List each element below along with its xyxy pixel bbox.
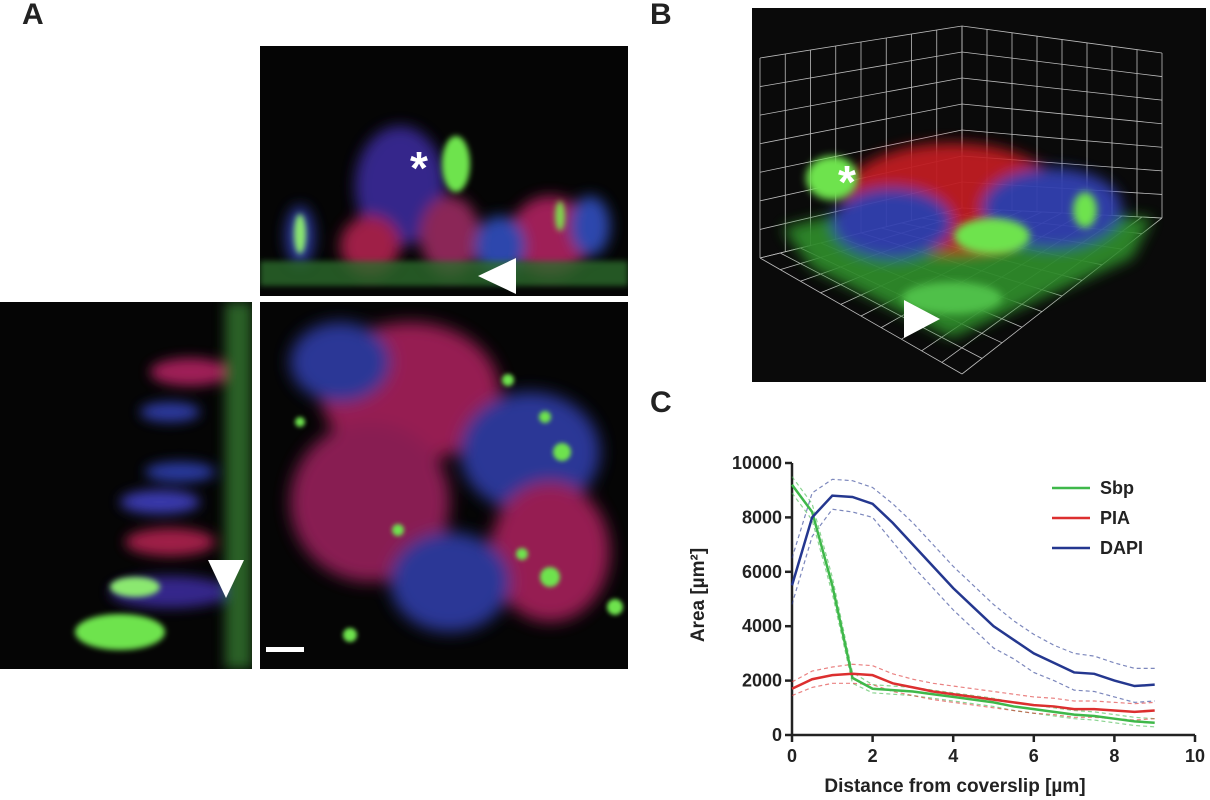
arrowhead-marker-3d bbox=[904, 300, 940, 338]
x-tick-label: 6 bbox=[1029, 746, 1039, 766]
xy-top-view-image bbox=[260, 302, 628, 669]
y-tick-label: 4000 bbox=[742, 616, 782, 636]
panel-label-c: C bbox=[650, 386, 672, 419]
pia-upper-bound bbox=[791, 663, 1155, 705]
sbp-legend-label: Sbp bbox=[1100, 478, 1134, 498]
dapi-legend-label: DAPI bbox=[1100, 538, 1143, 558]
y-tick-label: 6000 bbox=[742, 562, 782, 582]
scale-bar bbox=[266, 647, 304, 652]
y-axis-label: Area [µm²] bbox=[688, 548, 709, 642]
yz-side-view-render bbox=[75, 302, 252, 669]
xz-side-view-render: * bbox=[260, 126, 628, 294]
y-tick-label: 0 bbox=[772, 725, 782, 745]
chart-axes: 0 2 4 6 8 10 0 2000 4000 6000 8000 10000 bbox=[732, 453, 1205, 766]
grid-line bbox=[961, 25, 1163, 54]
xy-top-view-render bbox=[266, 322, 623, 652]
y-tick-label: 2000 bbox=[742, 671, 782, 691]
arrowhead-marker-down bbox=[208, 560, 244, 598]
arrowhead-marker-left bbox=[478, 258, 516, 294]
grid-line bbox=[759, 25, 963, 59]
panel-label-b: B bbox=[650, 0, 672, 31]
pia-lower-bound bbox=[791, 682, 1155, 721]
grid-line bbox=[961, 51, 1163, 77]
sbp-upper-bound bbox=[791, 476, 1155, 720]
x-tick-label: 4 bbox=[948, 746, 958, 766]
series-lines bbox=[790, 484, 1155, 725]
y-tick-label: 10000 bbox=[732, 453, 782, 473]
yz-side-view-image bbox=[0, 302, 252, 669]
x-tick-label: 8 bbox=[1109, 746, 1119, 766]
3d-reconstruction-render: * bbox=[759, 25, 1163, 375]
x-tick-label: 10 bbox=[1185, 746, 1205, 766]
asterisk-marker-3d: * bbox=[838, 156, 856, 208]
x-axis-label: Distance from coverslip [µm] bbox=[824, 776, 1085, 797]
sbp-lower-bound bbox=[791, 492, 1155, 728]
grid-line bbox=[961, 129, 1163, 148]
area-vs-distance-chart: 0 2 4 6 8 10 0 2000 4000 6000 8000 10000 Sbp PIA DAPI… bbox=[688, 453, 1205, 797]
grid-line bbox=[759, 77, 963, 116]
pia-legend-label: PIA bbox=[1100, 508, 1130, 528]
pia-series-line bbox=[791, 672, 1155, 714]
grid-line bbox=[759, 129, 963, 173]
y-tick-label: 8000 bbox=[742, 507, 782, 527]
grid-line bbox=[961, 103, 1163, 125]
grid-line bbox=[759, 51, 963, 87]
dapi-lower-bound bbox=[791, 508, 1155, 703]
sbp-series-line bbox=[790, 484, 1155, 725]
xz-side-view-image: * bbox=[260, 46, 628, 296]
3d-reconstruction-image: * bbox=[752, 8, 1206, 382]
panel-label-a: A bbox=[22, 0, 44, 31]
confidence-bands bbox=[791, 476, 1155, 728]
dapi-series-line bbox=[790, 494, 1155, 688]
dapi-upper-bound bbox=[791, 478, 1155, 669]
chart-legend: Sbp PIA DAPI bbox=[1052, 478, 1143, 558]
x-tick-label: 0 bbox=[787, 746, 797, 766]
asterisk-marker: * bbox=[410, 142, 428, 194]
grid-line bbox=[961, 77, 1163, 101]
grid-line bbox=[759, 103, 963, 145]
x-tick-label: 2 bbox=[868, 746, 878, 766]
